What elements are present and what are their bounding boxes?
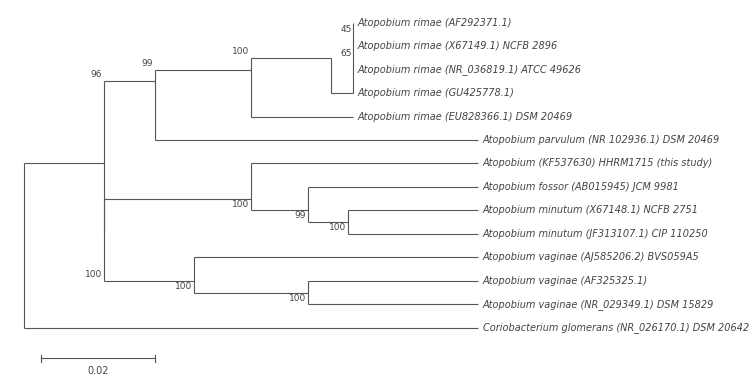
Text: 65: 65 bbox=[340, 49, 352, 58]
Text: Atopobium vaginae (AJ585206.2) BVS059A5: Atopobium vaginae (AJ585206.2) BVS059A5 bbox=[483, 253, 700, 263]
Text: Atopobium minutum (X67148.1) NCFB 2751: Atopobium minutum (X67148.1) NCFB 2751 bbox=[483, 205, 699, 216]
Text: Atopobium fossor (AB015945) JCM 9981: Atopobium fossor (AB015945) JCM 9981 bbox=[483, 182, 680, 192]
Text: 100: 100 bbox=[232, 200, 250, 208]
Text: Atopobium vaginae (NR_029349.1) DSM 15829: Atopobium vaginae (NR_029349.1) DSM 1582… bbox=[483, 299, 714, 310]
Text: Atopobium parvulum (NR 102936.1) DSM 20469: Atopobium parvulum (NR 102936.1) DSM 204… bbox=[483, 135, 720, 145]
Text: Atopobium rimae (X67149.1) NCFB 2896: Atopobium rimae (X67149.1) NCFB 2896 bbox=[358, 41, 558, 51]
Text: 100: 100 bbox=[289, 293, 306, 303]
Text: Atopobium rimae (EU828366.1) DSM 20469: Atopobium rimae (EU828366.1) DSM 20469 bbox=[358, 112, 573, 122]
Text: 96: 96 bbox=[90, 70, 102, 79]
Text: 99: 99 bbox=[295, 211, 306, 220]
Text: 100: 100 bbox=[176, 282, 193, 291]
Text: 100: 100 bbox=[328, 223, 346, 232]
Text: Atopobium rimae (NR_036819.1) ATCC 49626: Atopobium rimae (NR_036819.1) ATCC 49626 bbox=[358, 64, 582, 75]
Text: 100: 100 bbox=[232, 47, 250, 56]
Text: Coriobacterium glomerans (NR_026170.1) DSM 20642: Coriobacterium glomerans (NR_026170.1) D… bbox=[483, 322, 749, 333]
Text: Atopobium minutum (JF313107.1) CIP 110250: Atopobium minutum (JF313107.1) CIP 11025… bbox=[483, 229, 709, 239]
Text: 45: 45 bbox=[340, 25, 352, 34]
Text: 100: 100 bbox=[85, 270, 102, 279]
Text: Atopobium (KF537630) HHRM1715 (this study): Atopobium (KF537630) HHRM1715 (this stud… bbox=[483, 158, 713, 168]
Text: 0.02: 0.02 bbox=[87, 365, 109, 376]
Text: 99: 99 bbox=[142, 59, 153, 68]
Text: Atopobium rimae (GU425778.1): Atopobium rimae (GU425778.1) bbox=[358, 88, 514, 98]
Text: Atopobium vaginae (AF325325.1): Atopobium vaginae (AF325325.1) bbox=[483, 276, 648, 286]
Text: Atopobium rimae (AF292371.1): Atopobium rimae (AF292371.1) bbox=[358, 18, 512, 27]
